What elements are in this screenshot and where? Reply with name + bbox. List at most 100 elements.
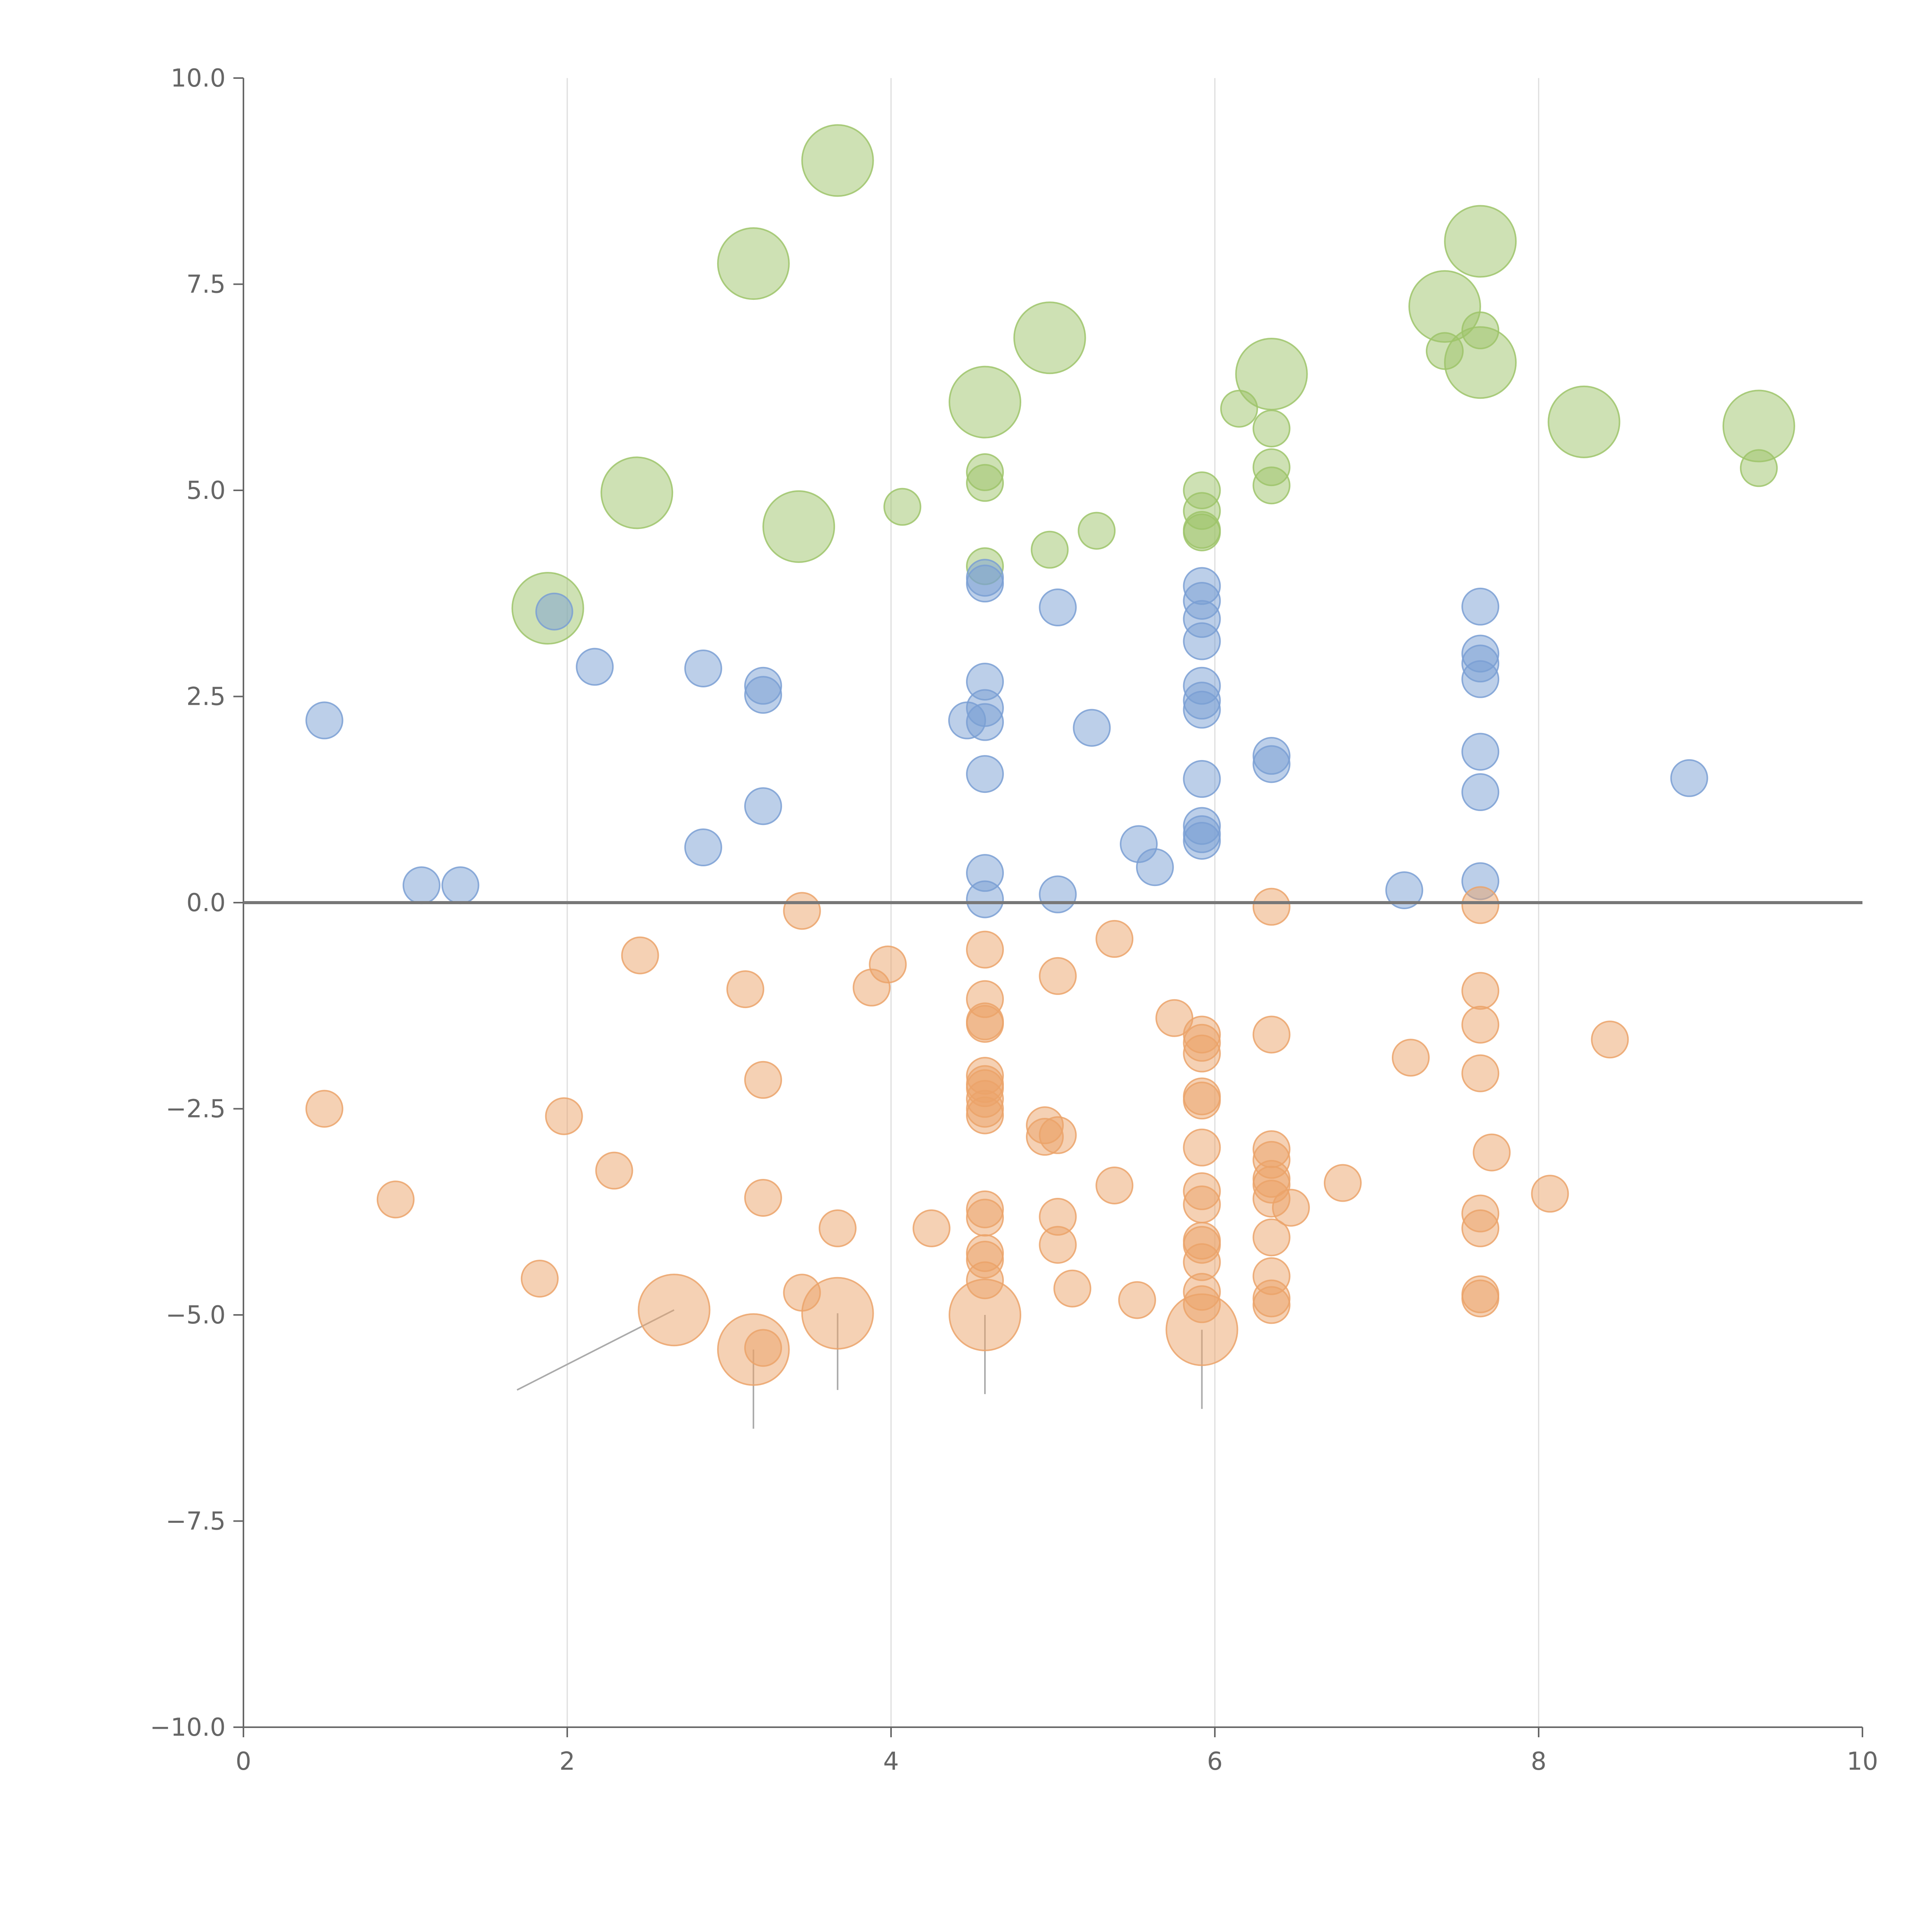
blue-point-42: [441, 866, 480, 905]
green-point-9: [949, 366, 1022, 439]
orange-point-63: [1039, 1226, 1077, 1264]
orange-point-18: [1591, 1020, 1629, 1059]
green-point-20: [600, 456, 673, 529]
series-orange: [305, 886, 1629, 1386]
blue-point-44: [1039, 875, 1077, 913]
series-blue: [305, 559, 1708, 918]
y-tick-label-0: −10.0: [150, 1713, 226, 1742]
orange-point-76: [1118, 1281, 1156, 1319]
orange-point-47: [1531, 1175, 1569, 1213]
orange-point-48: [744, 1179, 782, 1217]
orange-point-24: [744, 1061, 782, 1099]
blue-point-27: [1252, 745, 1291, 783]
y-tick-label-6: 5.0: [186, 476, 226, 505]
orange-point-58: [912, 1209, 951, 1247]
orange-point-12: [1155, 999, 1194, 1037]
y-tick-label-5: 2.5: [186, 683, 226, 711]
orange-point-45: [1095, 1166, 1134, 1204]
green-point-26: [1183, 513, 1221, 551]
blue-point-5: [1039, 588, 1077, 627]
orange-point-39: [1473, 1133, 1511, 1172]
orange-point-80: [801, 1277, 874, 1350]
series-green: [511, 124, 1795, 645]
axes-layer: [233, 77, 1863, 1737]
orange-point-32: [966, 1096, 1004, 1134]
blue-point-45: [966, 880, 1004, 918]
x-tick-label-5: 10: [1847, 1747, 1878, 1776]
orange-point-29: [1183, 1082, 1221, 1120]
x-tick-label-1: 2: [560, 1747, 575, 1776]
orange-point-51: [1183, 1185, 1221, 1224]
orange-point-0: [1252, 888, 1291, 926]
blue-point-8: [1183, 622, 1221, 660]
x-tick-label-3: 6: [1207, 1747, 1223, 1776]
y-tick-label-7: 7.5: [186, 270, 226, 299]
green-point-10: [1220, 389, 1258, 428]
green-point-24: [1078, 512, 1116, 550]
blue-point-31: [1461, 773, 1500, 811]
x-tick-label-2: 4: [883, 1747, 899, 1776]
blue-point-4: [1461, 587, 1500, 626]
blue-point-32: [744, 787, 782, 825]
green-point-17: [966, 464, 1004, 502]
y-tick-label-8: 10.0: [171, 64, 226, 93]
points-layer: [305, 124, 1795, 1386]
orange-point-55: [966, 1199, 1004, 1237]
y-tick-label-1: −7.5: [166, 1507, 226, 1536]
blue-point-1: [966, 565, 1004, 603]
orange-point-44: [1324, 1164, 1362, 1202]
green-point-4: [1013, 301, 1086, 374]
blue-point-37: [684, 828, 722, 867]
green-point-11: [1548, 385, 1621, 458]
orange-point-81: [949, 1279, 1022, 1351]
blue-point-41: [402, 866, 440, 905]
green-point-2: [1444, 205, 1517, 278]
x-tick-label-4: 8: [1531, 1747, 1547, 1776]
orange-point-17: [1252, 1015, 1291, 1054]
blue-point-20: [1183, 690, 1221, 729]
orange-point-59: [1461, 1209, 1500, 1247]
x-tick-label-0: 0: [236, 1747, 252, 1776]
orange-point-7: [1039, 957, 1077, 995]
blue-point-38: [1136, 848, 1174, 886]
orange-point-84: [744, 1329, 782, 1367]
orange-point-41: [595, 1151, 633, 1190]
orange-point-33: [545, 1097, 583, 1135]
orange-point-74: [1461, 1279, 1500, 1318]
orange-point-4: [966, 930, 1004, 969]
blue-point-23: [966, 703, 1004, 741]
blue-point-11: [576, 648, 614, 686]
y-tick-label-3: −2.5: [166, 1095, 226, 1124]
green-point-27: [1031, 531, 1069, 569]
y-tick-label-2: −5.0: [166, 1301, 226, 1330]
orange-point-31: [305, 1090, 344, 1128]
blue-point-30: [1183, 760, 1221, 798]
green-point-7: [1444, 326, 1517, 399]
orange-point-8: [852, 968, 891, 1007]
orange-point-5: [621, 936, 659, 975]
orange-point-60: [1252, 1218, 1291, 1257]
orange-point-2: [783, 892, 821, 930]
orange-point-82: [1165, 1293, 1238, 1366]
orange-point-20: [1183, 1034, 1221, 1073]
blue-point-25: [1461, 733, 1500, 771]
orange-point-77: [1252, 1286, 1291, 1324]
orange-point-68: [520, 1260, 559, 1298]
green-point-21: [883, 488, 922, 526]
blue-point-43: [1385, 871, 1423, 909]
orange-point-79: [638, 1274, 711, 1347]
orange-point-10: [1461, 972, 1500, 1010]
green-point-1: [717, 227, 790, 300]
orange-point-21: [1391, 1039, 1430, 1077]
green-point-13: [1252, 409, 1291, 447]
blue-point-21: [305, 701, 344, 740]
blue-point-13: [1461, 660, 1500, 698]
y-tick-label-4: 0.0: [186, 889, 226, 917]
blue-point-12: [684, 649, 722, 687]
green-point-15: [1740, 449, 1778, 487]
orange-point-15: [1461, 1005, 1500, 1044]
orange-point-1: [1461, 886, 1500, 924]
blue-point-6: [535, 592, 573, 631]
